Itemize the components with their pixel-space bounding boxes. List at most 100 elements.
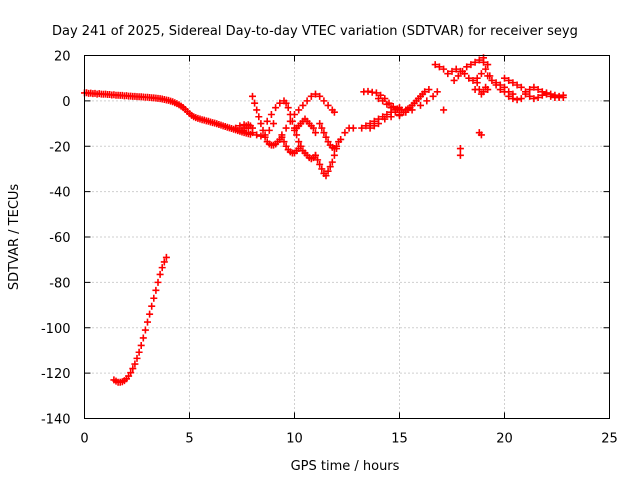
- data-point: [534, 86, 542, 94]
- data-point: [475, 56, 483, 64]
- data-point: [482, 65, 490, 73]
- data-point: [318, 165, 326, 173]
- data-point: [517, 83, 525, 91]
- data-point: [139, 334, 147, 342]
- data-point: [463, 63, 471, 71]
- data-point: [496, 81, 504, 89]
- data-point: [141, 326, 149, 334]
- y-tick-label: 20: [54, 50, 71, 65]
- data-point: [547, 90, 555, 98]
- data-point: [501, 83, 508, 91]
- data-point: [328, 158, 336, 166]
- data-point: [477, 131, 485, 139]
- data-point: [555, 92, 563, 100]
- chart-title: Day 241 of 2025, Sidereal Day-to-day VTE…: [52, 24, 578, 39]
- data-point: [131, 360, 139, 368]
- data-point: [370, 122, 378, 130]
- data-point: [322, 133, 330, 141]
- data-point: [249, 92, 256, 100]
- data-point: [543, 89, 550, 97]
- data-point: [330, 151, 338, 159]
- y-tick-label: -20: [49, 140, 70, 155]
- data-point: [322, 172, 330, 180]
- axis-ticks: [84, 55, 610, 419]
- sdtvar-drop-11h-series: [312, 120, 357, 180]
- sdtvar-arc-10h-series: [278, 90, 338, 139]
- data-point: [291, 110, 298, 118]
- data-point: [286, 117, 294, 125]
- data-point: [261, 133, 269, 141]
- data-point: [251, 99, 259, 107]
- x-axis-label: GPS time / hours: [291, 459, 400, 474]
- data-point: [282, 99, 290, 107]
- data-point: [456, 145, 464, 153]
- data-point: [253, 106, 261, 114]
- data-point: [488, 76, 496, 84]
- data-point: [423, 97, 431, 105]
- data-point: [452, 65, 460, 73]
- plot-frame: [84, 55, 610, 419]
- data-point: [513, 96, 521, 104]
- data-point: [381, 115, 389, 123]
- data-point: [152, 286, 160, 294]
- sdtvar-19-23h-series: [484, 72, 567, 104]
- sdtvar-17-20h-series: [431, 54, 494, 159]
- data-point: [133, 354, 141, 362]
- data-point: [135, 348, 143, 356]
- data-point: [375, 95, 382, 103]
- data-point: [295, 138, 303, 146]
- data-point: [316, 92, 324, 100]
- data-point: [534, 93, 542, 101]
- data-point: [456, 151, 464, 159]
- sdtvar-arc-8h-series: [232, 92, 284, 149]
- data-point: [270, 120, 277, 128]
- y-tick-label: 0: [62, 95, 70, 110]
- data-point: [425, 86, 433, 94]
- data-point: [444, 70, 452, 78]
- data-point: [127, 369, 135, 377]
- data-point: [259, 126, 267, 134]
- x-tick-label: 20: [496, 432, 513, 447]
- data-point: [471, 86, 479, 94]
- grid-lines: [84, 55, 610, 419]
- x-tick-label: 10: [286, 432, 303, 447]
- data-point: [448, 67, 456, 75]
- data-point: [484, 61, 492, 69]
- data-point: [337, 135, 345, 143]
- data-point: [379, 97, 387, 105]
- sdtvar-main-series: [81, 89, 254, 138]
- data-point: [278, 131, 286, 139]
- data-point: [255, 113, 263, 121]
- data-point: [505, 88, 513, 96]
- data-point: [366, 124, 374, 132]
- data-point: [467, 61, 475, 69]
- data-point: [316, 160, 324, 168]
- data-point: [154, 278, 162, 286]
- x-tick-label: 15: [391, 432, 408, 447]
- data-point: [417, 101, 424, 109]
- data-point: [375, 120, 382, 128]
- data-point: [284, 104, 292, 112]
- data-point: [372, 89, 380, 97]
- data-point: [272, 104, 280, 112]
- data-point: [320, 129, 328, 137]
- data-point: [330, 108, 338, 116]
- data-point: [431, 61, 439, 69]
- y-tick-label: -140: [41, 413, 71, 428]
- y-tick-label: -60: [49, 231, 70, 246]
- x-axis-tick-labels: 0 5 10 15 20 25: [80, 432, 617, 447]
- data-point: [314, 156, 322, 164]
- data-point: [454, 72, 462, 80]
- data-point: [530, 83, 538, 91]
- data-point: [387, 104, 395, 112]
- data-point: [295, 106, 303, 114]
- data-point: [293, 131, 301, 139]
- data-point: [391, 108, 399, 116]
- y-tick-label: -120: [41, 367, 71, 382]
- data-point: [324, 101, 332, 109]
- data-point: [471, 58, 479, 66]
- sdtvar-13-16h-series: [358, 86, 441, 132]
- data-point: [484, 72, 492, 80]
- data-point: [257, 120, 265, 128]
